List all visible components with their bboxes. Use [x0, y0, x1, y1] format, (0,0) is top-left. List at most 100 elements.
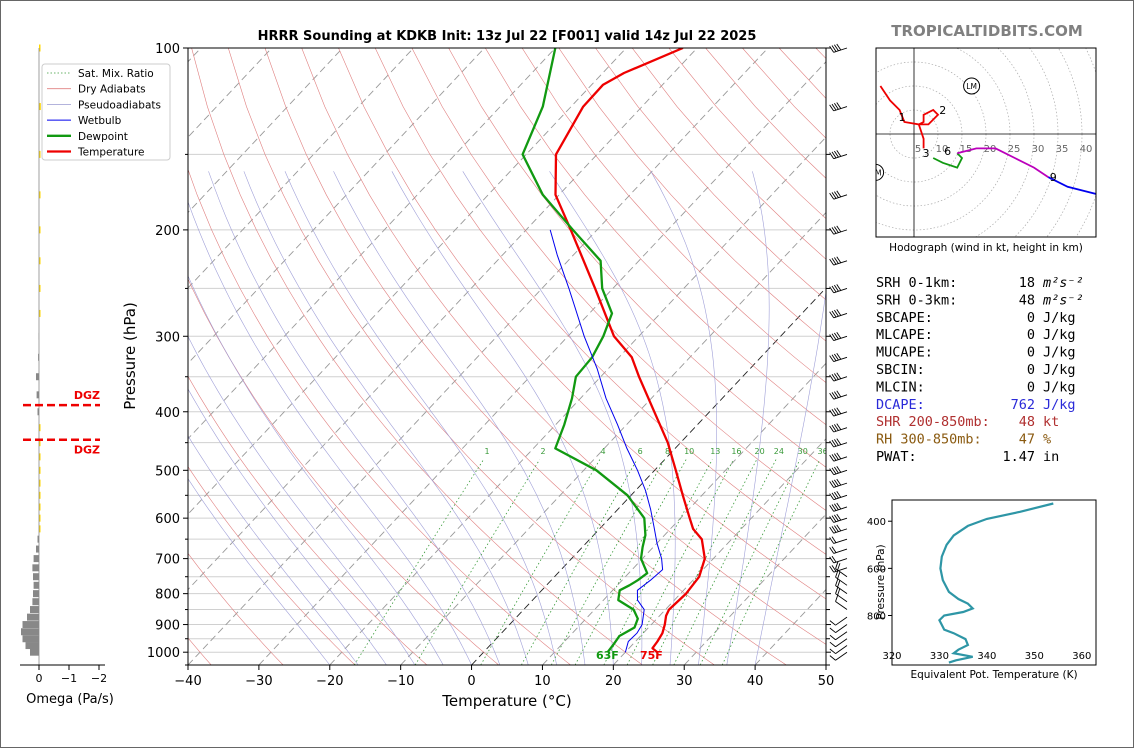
x-tick-label: 10 [534, 674, 551, 689]
hodograph-ring-label: 5 [915, 144, 921, 155]
mixing-ratio-line [721, 459, 821, 665]
wind-barb [829, 438, 848, 448]
x-tick-label: 20 [605, 674, 622, 689]
barb-flag [829, 627, 836, 633]
barb-flag [835, 561, 839, 569]
index-label: SRH 0-1km: [876, 275, 957, 291]
barb-flag [829, 409, 835, 417]
barb-flag [834, 439, 839, 446]
wind-barb [829, 390, 848, 400]
barb-flag [831, 424, 837, 432]
barb-flag [834, 503, 839, 511]
dry-adiabat [301, 48, 826, 645]
index-value: 0 [1027, 345, 1035, 361]
barb-flag [834, 491, 839, 499]
omega-bar [37, 535, 39, 543]
dry-adiabat [521, 48, 826, 383]
isotherm-line [542, 362, 826, 665]
moist-adiabat [188, 388, 387, 665]
barb-flag [836, 372, 842, 379]
index-unit: J/kg [1043, 327, 1076, 343]
theta-e-line [938, 502, 1054, 664]
legend-label: Temperature [77, 147, 145, 159]
theta-e-ylabel: Pressure (hPa) [875, 544, 887, 619]
barb-flag [837, 563, 841, 571]
barb-flag [829, 481, 835, 488]
dry-adiabat [778, 48, 826, 99]
barb-flag [834, 453, 839, 460]
barb-flag [835, 586, 839, 594]
omega-tick-label: −1 [61, 672, 77, 685]
storm-motion-marker [963, 77, 981, 95]
barb-flag [836, 524, 842, 532]
omega-bar [39, 503, 41, 511]
index-label: RH 300-850mb: [876, 432, 982, 448]
theta-e-axes: 320 330 340 350 360 400 600 800 [867, 517, 1091, 662]
x-tick-label: −40 [174, 674, 201, 689]
barb-flag [835, 578, 839, 586]
index-label: PWAT: [876, 449, 917, 465]
barb-flag [831, 103, 837, 111]
theta-e-xlabel: Equivalent Pot. Temperature (K) [910, 669, 1077, 681]
isotherm-line [188, 48, 343, 214]
index-value: 48 [1019, 414, 1035, 430]
barb-flag [831, 555, 837, 563]
index-unit: J/kg [1043, 345, 1076, 361]
chart-title: HRRR Sounding at KDKB Init: 13z Jul 22 [… [258, 29, 757, 44]
barb-flag [836, 309, 842, 316]
hodograph-height-label: 3 [923, 147, 930, 160]
profile-dewpoint [521, 48, 649, 653]
wind-barb [829, 631, 848, 641]
barb-flag [836, 102, 842, 109]
index-unit: m²s⁻² [1042, 275, 1084, 291]
wind-barb [829, 352, 848, 363]
omega-bar [39, 191, 41, 199]
moist-adiabat [726, 171, 770, 665]
hodograph-height-label: 2 [939, 104, 946, 117]
barb-flag [829, 311, 835, 319]
index-unit: kt [1043, 414, 1059, 430]
barb-flag [836, 513, 842, 521]
omega-bar [36, 545, 39, 553]
skewt-background-lines: 1 2 4 6 8 10 13 16 20 24 30 36 [188, 48, 828, 665]
omega-bar [33, 590, 39, 598]
theta-e-x-tick-label: 320 [882, 651, 901, 662]
barb-flag [829, 493, 835, 500]
moist-adiabat [188, 335, 416, 665]
barb-flag [834, 479, 839, 487]
dry-adiabat [815, 48, 826, 59]
y-tick-label: 300 [155, 330, 180, 345]
omega-bar [36, 391, 39, 399]
barb-flag [829, 334, 835, 341]
profile-temperature [554, 48, 706, 654]
barb-flag [829, 227, 835, 235]
barb-flag [836, 423, 842, 430]
index-value: 0 [1027, 327, 1035, 343]
y-tick-label: 700 [155, 553, 180, 568]
legend: Sat. Mix. Ratio Dry Adiabats Pseudoadiabat… [41, 63, 171, 161]
moist-adiabat [391, 171, 614, 665]
dry-adiabat [411, 48, 826, 511]
moist-adiabat [243, 171, 529, 665]
barb-flag [836, 352, 842, 360]
barb-flag [831, 192, 837, 199]
mixing-ratio-line [673, 459, 777, 665]
wind-barb [829, 651, 848, 661]
barb-flag [834, 408, 839, 415]
moist-adiabat [188, 478, 331, 665]
profile-wetbulb [549, 229, 664, 653]
barb-flag [829, 565, 835, 573]
dry-adiabat [188, 552, 284, 665]
barb-flag [834, 424, 839, 431]
barb-flag [836, 452, 842, 460]
mixing-ratio-label: 36 [818, 447, 828, 456]
barb-staff [835, 624, 848, 633]
dry-adiabat [448, 48, 826, 468]
mixing-ratio-line [414, 459, 540, 665]
barb-flag [831, 227, 837, 234]
dry-adiabat [374, 48, 826, 555]
index-value: 0 [1027, 362, 1035, 378]
x-axis-label: Temperature (°C) [441, 692, 571, 710]
omega-bar [33, 555, 39, 563]
omega-bar [33, 581, 39, 589]
